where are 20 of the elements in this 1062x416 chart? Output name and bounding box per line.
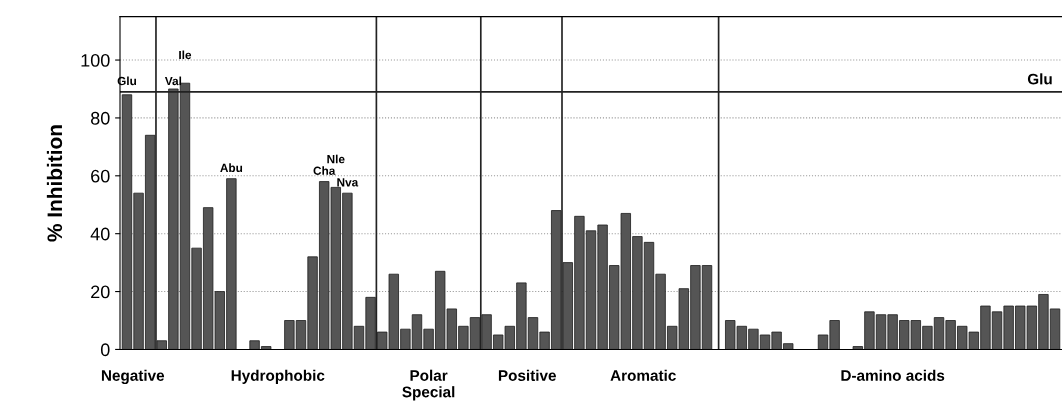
- y-tick-label: 0: [100, 343, 110, 357]
- text: Positive: [498, 369, 556, 381]
- data-label: Cha: [313, 166, 336, 175]
- ref-line-label: Glu: [1027, 73, 1052, 85]
- text: Hydrophobic: [231, 369, 325, 384]
- data-label: Nle: [327, 154, 345, 164]
- y-tick-label: 60: [91, 169, 110, 183]
- y-tick-label: 40: [90, 227, 110, 241]
- y-tick-label: 100: [81, 53, 110, 67]
- y-axis-title: % Inhibition: [46, 125, 63, 242]
- text: Polar Special: [402, 369, 455, 401]
- data-label: Abu: [220, 163, 243, 173]
- text: D-amino acids: [841, 369, 945, 381]
- y-tick-label: 80: [90, 111, 110, 125]
- text: Negative: [101, 369, 165, 385]
- data-label: Nva: [337, 178, 359, 187]
- text: Aromatic: [610, 369, 676, 381]
- data-label: Ile: [179, 50, 192, 60]
- data-label: Val: [164, 76, 182, 86]
- y-tick-label: 20: [91, 285, 110, 299]
